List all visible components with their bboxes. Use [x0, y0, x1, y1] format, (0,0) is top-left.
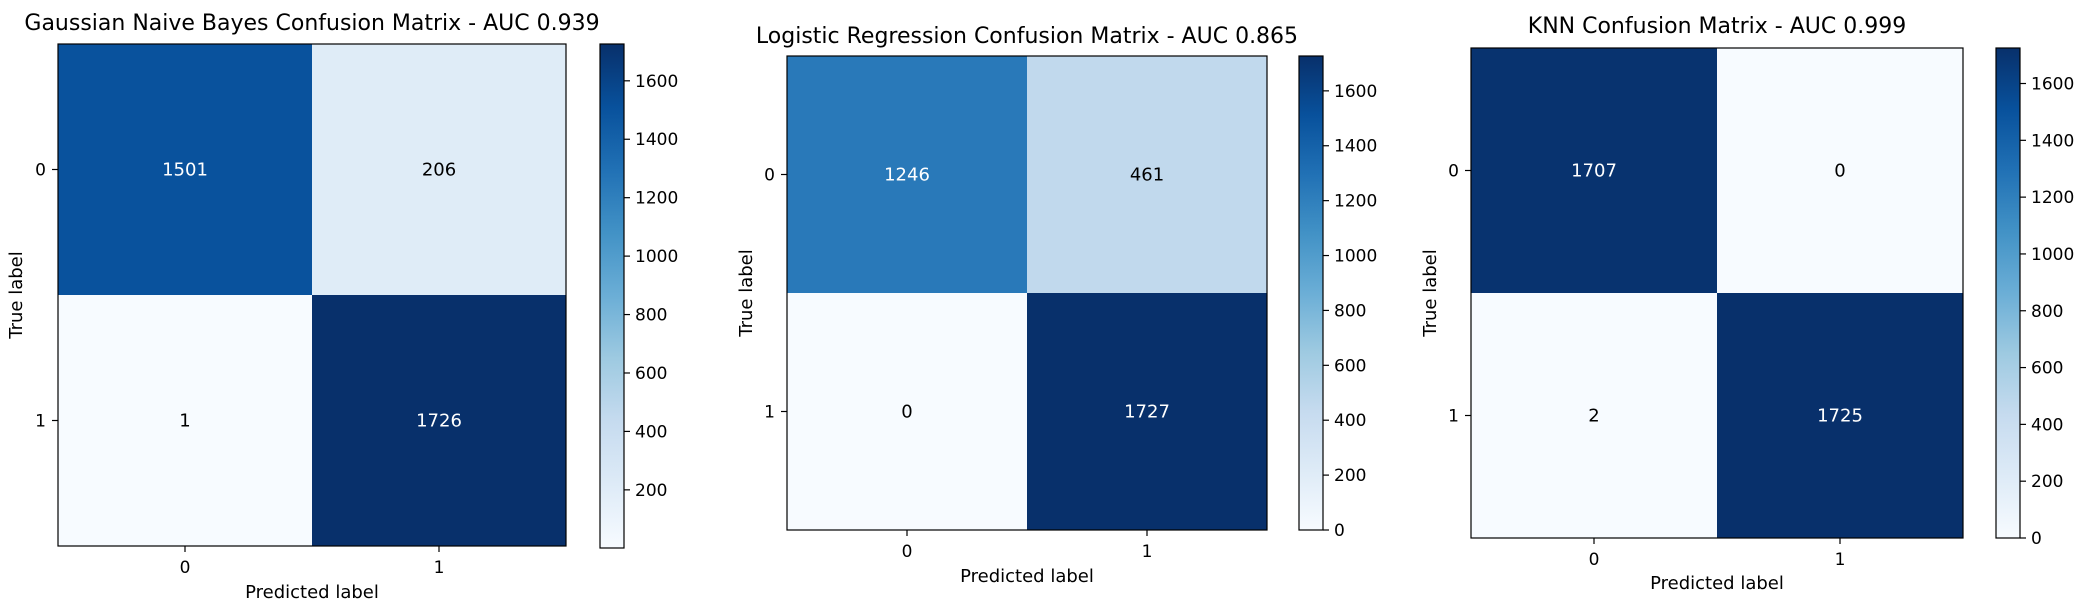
confusion-matrix-panel: KNN Confusion Matrix - AUC 0.999 1707 0 2 17… [1420, 14, 2074, 594]
cell-value-label: 206 [422, 160, 456, 181]
colorbar-tick-label: 1000 [2031, 245, 2074, 265]
heatmap-cell [1027, 293, 1267, 530]
axes-frame [786, 55, 1268, 531]
heatmap-cell [312, 44, 566, 295]
x-tick-label: 1 [434, 558, 445, 578]
y-tick-label: 0 [1448, 162, 1459, 182]
y-axis-label: True label [6, 251, 27, 340]
heatmap-cell [312, 295, 566, 546]
y-tick-label: 1 [1448, 407, 1459, 427]
y-tick-label: 0 [35, 161, 46, 181]
chart-title: Logistic Regression Confusion Matrix - A… [756, 24, 1298, 49]
heatmap-cell [1027, 56, 1267, 293]
colorbar-tick-label: 600 [1334, 356, 1366, 376]
confusion-matrix-panel: Gaussian Naive Bayes Confusion Matrix - … [6, 11, 678, 600]
cell-value-label: 1501 [162, 160, 208, 181]
cell-value-label: 1727 [1124, 402, 1170, 423]
x-tick-label: 1 [1142, 542, 1153, 562]
colorbar-tick-label: 800 [2031, 302, 2063, 322]
cell-value-label: 1246 [884, 165, 930, 186]
heatmap-cell [787, 293, 1027, 530]
colorbar-tick-label: 0 [1334, 521, 1345, 541]
colorbar-tick-label: 1600 [2031, 75, 2074, 95]
y-tick-label: 1 [764, 403, 775, 423]
colorbar [1298, 55, 1324, 531]
heatmap-cell [58, 295, 312, 546]
cell-value-label: 1726 [416, 411, 462, 432]
colorbar-tick-label: 1200 [635, 189, 678, 209]
colorbar-tick-label: 1400 [635, 130, 678, 150]
heatmap-cell [1471, 48, 1717, 293]
x-axis-label: Predicted label [1650, 573, 1784, 594]
cell-value-label: 2 [1588, 406, 1599, 427]
x-tick-label: 0 [902, 542, 913, 562]
colorbar-tick-label: 1400 [1334, 137, 1377, 157]
colorbar-tick-label: 800 [1334, 301, 1366, 321]
colorbar-tick-label: 800 [635, 306, 667, 326]
cell-value-label: 1 [179, 411, 190, 432]
confusion-matrix-panel: Logistic Regression Confusion Matrix - A… [736, 24, 1377, 587]
chart-title: KNN Confusion Matrix - AUC 0.999 [1528, 14, 1906, 39]
cell-value-label: 461 [1130, 165, 1164, 186]
y-tick-label: 0 [764, 166, 775, 186]
colorbar-tick-label: 400 [2031, 415, 2063, 435]
heatmap-cell [58, 44, 312, 295]
x-axis-label: Predicted label [960, 566, 1094, 587]
axes-frame [1470, 47, 1964, 539]
y-axis-label: True label [736, 249, 757, 338]
cell-value-label: 1725 [1817, 406, 1863, 427]
cell-value-label: 0 [1834, 161, 1845, 182]
colorbar-tick-label: 1000 [635, 247, 678, 267]
colorbar-tick-label: 200 [2031, 472, 2063, 492]
colorbar [1995, 47, 2021, 539]
x-tick-label: 1 [1835, 550, 1846, 570]
heatmap-cell [1717, 48, 1963, 293]
colorbar-tick-label: 400 [635, 422, 667, 442]
y-axis-label: True label [1420, 249, 1441, 338]
colorbar-tick-label: 1000 [1334, 247, 1377, 267]
heatmap-cell [1471, 293, 1717, 538]
colorbar-tick-label: 400 [1334, 411, 1366, 431]
axes-frame [57, 43, 567, 547]
chart-title: Gaussian Naive Bayes Confusion Matrix - … [24, 11, 599, 36]
colorbar [599, 43, 625, 549]
y-tick-label: 1 [35, 412, 46, 432]
cell-value-label: 0 [901, 402, 912, 423]
colorbar-tick-label: 1400 [2031, 131, 2074, 151]
x-tick-label: 0 [180, 558, 191, 578]
colorbar-tick-label: 200 [1334, 466, 1366, 486]
colorbar-tick-label: 1200 [2031, 188, 2074, 208]
heatmap-cell [787, 56, 1027, 293]
colorbar-tick-label: 0 [2031, 529, 2042, 549]
colorbar-tick-label: 200 [635, 481, 667, 501]
colorbar-tick-label: 1600 [1334, 82, 1377, 102]
x-tick-label: 0 [1589, 550, 1600, 570]
heatmap-cell [1717, 293, 1963, 538]
colorbar-tick-label: 1600 [635, 72, 678, 92]
x-axis-label: Predicted label [245, 582, 379, 600]
colorbar-tick-label: 1200 [1334, 192, 1377, 212]
colorbar-tick-label: 600 [635, 364, 667, 384]
cell-value-label: 1707 [1571, 161, 1617, 182]
colorbar-tick-label: 600 [2031, 359, 2063, 379]
